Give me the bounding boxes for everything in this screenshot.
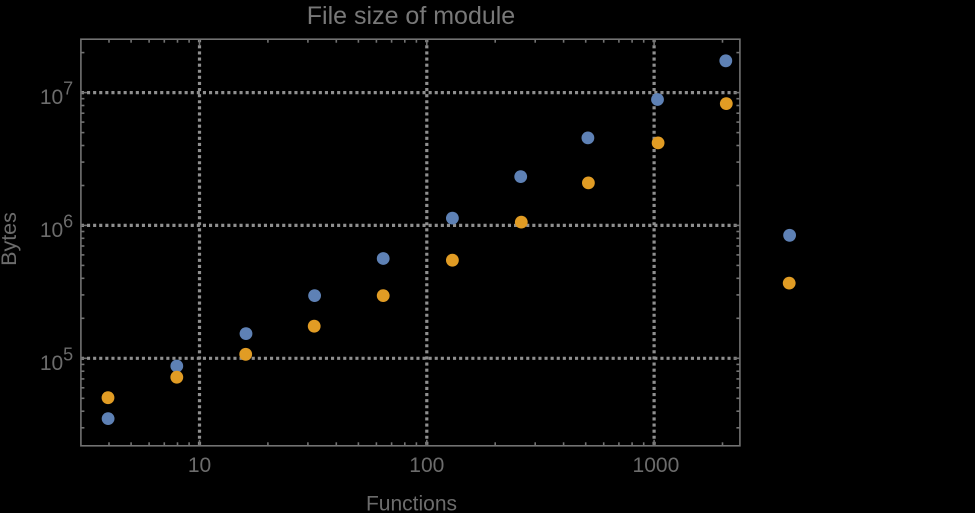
- svg-text:File size of module: File size of module: [307, 2, 515, 30]
- svg-text:100: 100: [409, 454, 444, 477]
- svg-text:1000: 1000: [633, 454, 680, 477]
- svg-text:Functions: Functions: [366, 492, 457, 513]
- svg-text:Bytes: Bytes: [0, 212, 21, 266]
- svg-text:10: 10: [188, 454, 211, 477]
